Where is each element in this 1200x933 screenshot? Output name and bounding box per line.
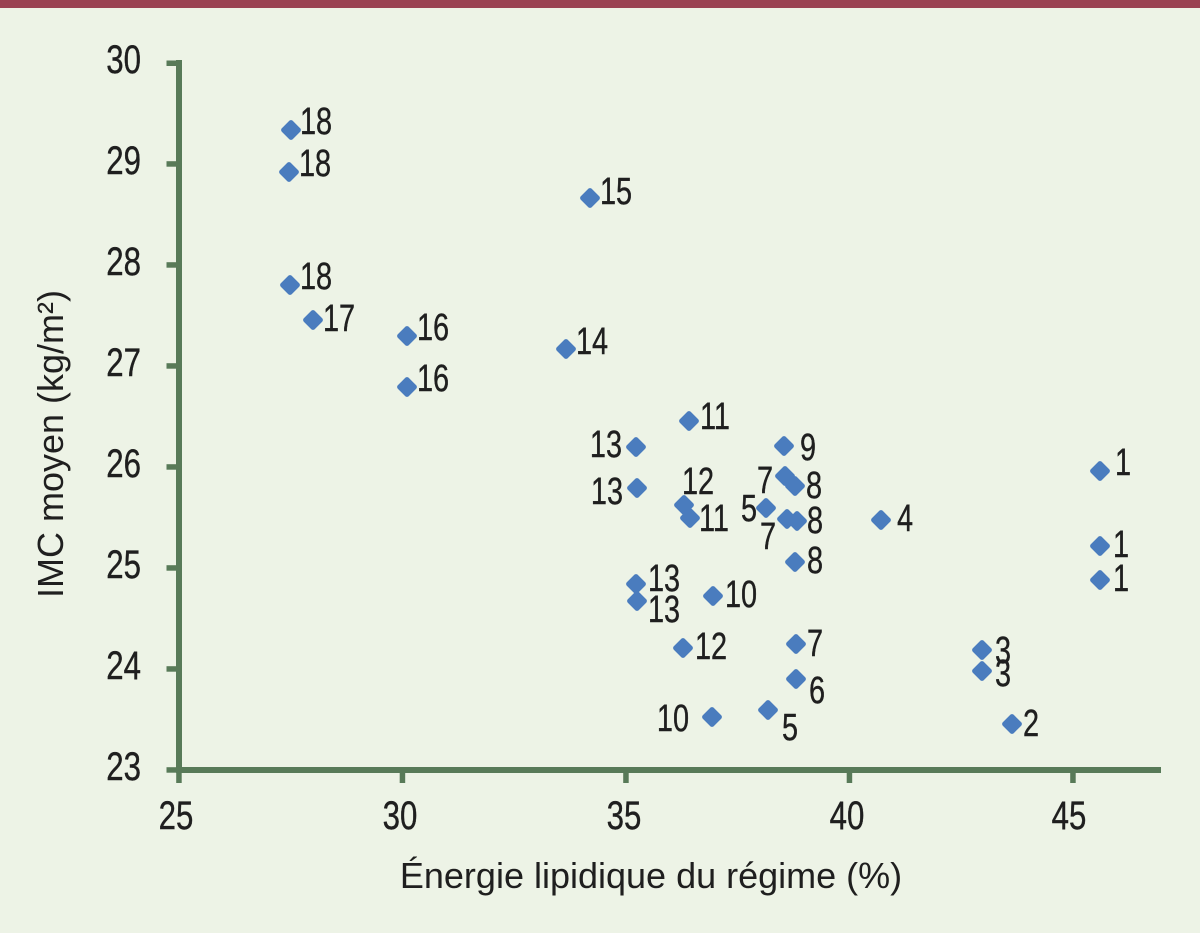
svg-text:14: 14 [576,320,608,363]
svg-text:5: 5 [782,706,798,749]
svg-text:6: 6 [809,669,825,712]
svg-text:8: 8 [807,499,823,542]
svg-text:18: 18 [300,255,332,298]
svg-text:7: 7 [807,622,823,665]
svg-text:Énergie lipidique du régime (%: Énergie lipidique du régime (%) [400,855,902,896]
svg-text:29: 29 [106,138,141,183]
svg-text:24: 24 [106,643,141,688]
svg-text:3: 3 [995,652,1011,695]
svg-text:25: 25 [106,542,141,587]
svg-text:13: 13 [591,470,623,513]
svg-text:23: 23 [106,744,141,789]
svg-text:26: 26 [106,441,141,486]
svg-text:25: 25 [159,793,194,838]
svg-text:16: 16 [417,306,449,349]
svg-text:13: 13 [648,557,680,600]
svg-text:8: 8 [806,464,822,507]
svg-text:18: 18 [299,142,331,185]
svg-text:7: 7 [757,459,773,502]
svg-text:13: 13 [648,588,680,631]
svg-text:10: 10 [725,573,757,616]
svg-text:3: 3 [995,629,1011,672]
svg-text:17: 17 [323,297,355,340]
svg-text:30: 30 [383,793,418,838]
svg-text:1: 1 [1113,523,1129,566]
svg-text:27: 27 [106,340,141,385]
svg-text:12: 12 [682,460,714,503]
svg-text:18: 18 [300,100,332,143]
svg-text:2: 2 [1023,702,1039,745]
svg-text:11: 11 [699,497,729,540]
svg-text:7: 7 [760,515,776,558]
svg-text:30: 30 [106,37,141,82]
svg-text:16: 16 [417,357,449,400]
svg-text:8: 8 [807,539,823,582]
svg-text:4: 4 [897,497,913,540]
svg-text:11: 11 [700,395,730,438]
svg-text:40: 40 [830,793,865,838]
svg-text:45: 45 [1052,793,1087,838]
svg-text:1: 1 [1113,557,1129,600]
svg-text:35: 35 [607,793,642,838]
svg-text:13: 13 [590,423,622,466]
svg-text:10: 10 [657,697,689,740]
svg-text:9: 9 [800,426,816,469]
svg-text:IMC moyen (kg/m²): IMC moyen (kg/m²) [30,290,71,598]
svg-text:15: 15 [600,170,632,213]
svg-text:12: 12 [695,625,727,668]
svg-text:28: 28 [106,239,141,284]
svg-text:5: 5 [741,487,757,530]
svg-text:1: 1 [1115,441,1131,484]
